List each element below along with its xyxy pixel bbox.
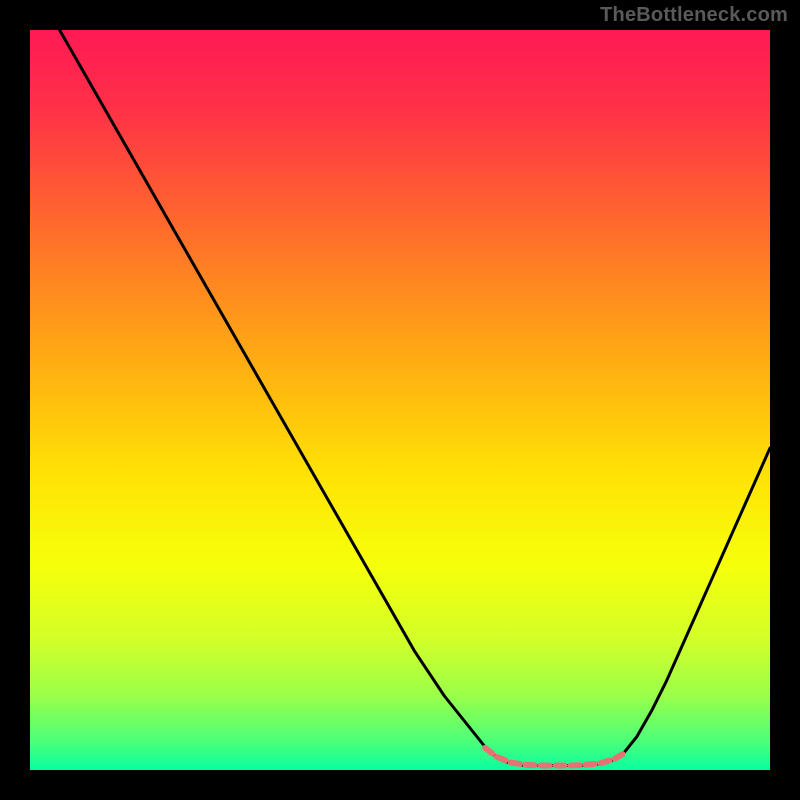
main-curve-line (60, 30, 770, 766)
optimal-range-highlight (485, 748, 626, 766)
watermark-text: TheBottleneck.com (600, 4, 788, 27)
bottleneck-curve (30, 30, 770, 770)
chart-plot-area (30, 30, 770, 770)
